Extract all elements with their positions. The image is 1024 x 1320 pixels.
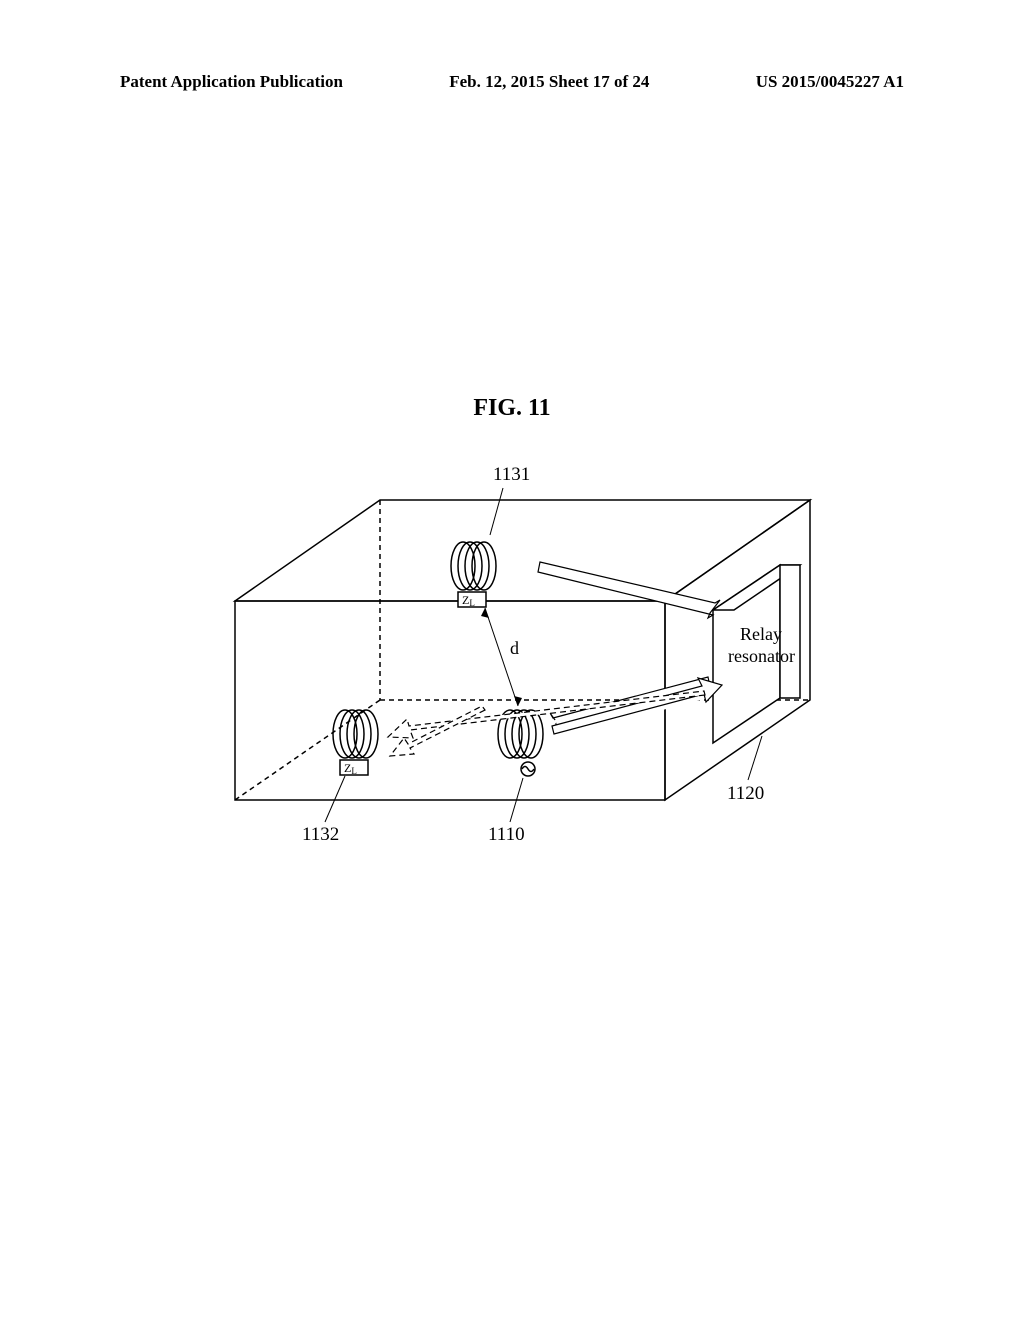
label-1120: 1120 [727, 783, 764, 804]
relay-text-2: resonator [728, 646, 795, 666]
header-app-number: US 2015/0045227 A1 [756, 72, 904, 92]
header-date-sheet: Feb. 12, 2015 Sheet 17 of 24 [449, 72, 649, 92]
distance-label: d [510, 638, 519, 658]
header-publication: Patent Application Publication [120, 72, 343, 92]
label-1110: 1110 [488, 824, 525, 845]
arrow-relay-to-1131 [538, 562, 720, 618]
figure-diagram: Relay resonator ZL 1131 ZL 1132 [210, 440, 830, 845]
coil-1110 [498, 710, 543, 776]
figure-title: FIG. 11 [473, 395, 550, 422]
relay-text-1: Relay [740, 624, 782, 644]
label-1132: 1132 [302, 824, 339, 845]
page-header: Patent Application Publication Feb. 12, … [0, 72, 1024, 92]
label-1131: 1131 [493, 464, 530, 485]
figure-container: Relay resonator ZL 1131 ZL 1132 [210, 440, 830, 845]
